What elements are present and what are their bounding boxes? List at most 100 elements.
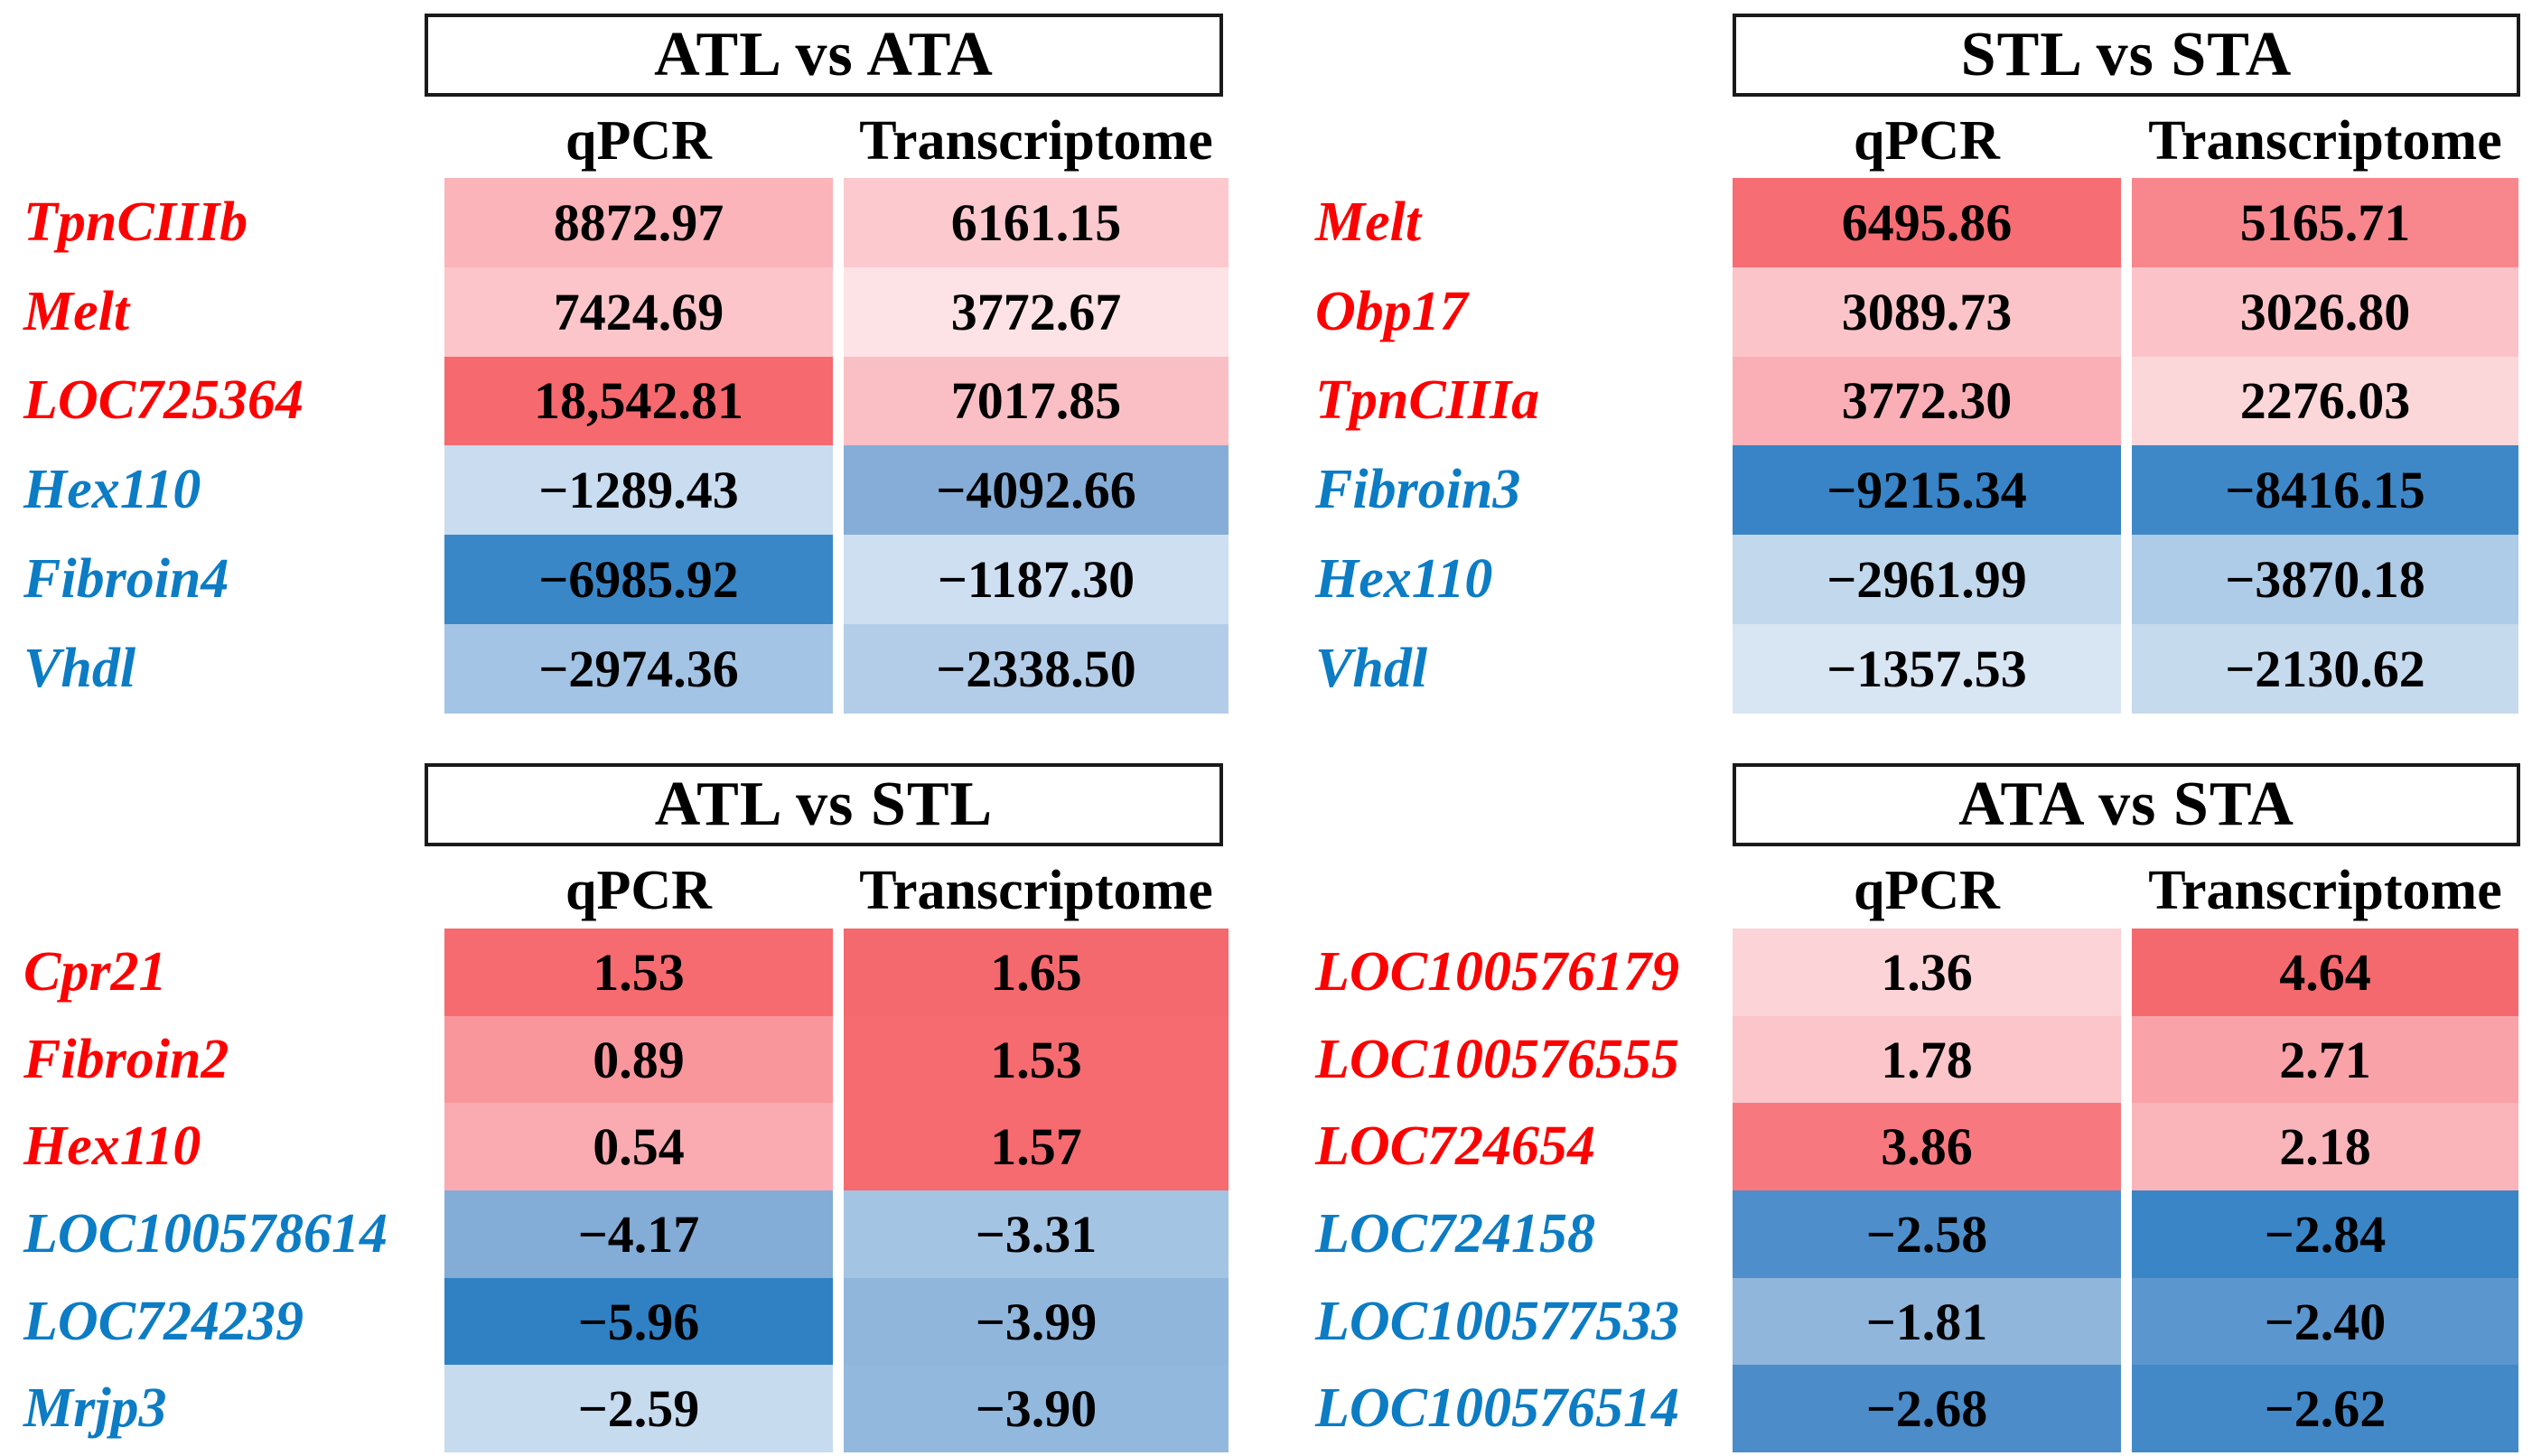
transcriptome-cell: −3.31 (844, 1190, 1229, 1278)
cell-gap (2121, 356, 2132, 446)
cell-gap (833, 1365, 844, 1453)
cell-gap (2121, 1103, 2132, 1191)
gene-label-column: LOC100576179 LOC100576555 LOC724654 LOC7… (1315, 929, 1722, 1452)
gene-label: Fibroin2 (23, 1028, 229, 1090)
transcriptome-cell: −3870.18 (2132, 535, 2518, 624)
column-headers: qPCR Transcriptome (444, 104, 1229, 178)
gene-label: LOC100578614 (23, 1202, 388, 1265)
gene-label: LOC100576514 (1315, 1377, 1679, 1440)
qpcr-cell: −1357.53 (1733, 623, 2121, 714)
panel-stl-vs-sta: STL vs STA qPCR Transcriptome Melt Obp17… (1308, 14, 2522, 720)
table-title-box: ATA vs STA (1733, 763, 2520, 846)
gene-label: Vhdl (23, 637, 136, 699)
qpcr-cell: −2961.99 (1733, 535, 2121, 624)
cell-gap (833, 1277, 844, 1366)
transcriptome-cell: 2.18 (2132, 1103, 2518, 1191)
transcriptome-cell: −8416.15 (2132, 445, 2518, 536)
table-title-box: ATL vs ATA (425, 14, 1223, 97)
cell-gap (2121, 623, 2132, 714)
col-header-qpcr: qPCR (1854, 109, 2000, 172)
col-header-transcriptome: Transcriptome (2148, 109, 2502, 172)
transcriptome-cell: 1.57 (844, 1103, 1229, 1191)
col-header-qpcr: qPCR (565, 859, 712, 921)
transcriptome-cell: −3.90 (844, 1365, 1229, 1453)
table-title-box: ATL vs STL (425, 763, 1223, 846)
column-headers: qPCR Transcriptome (1733, 104, 2518, 178)
col-header-transcriptome: Transcriptome (859, 859, 1213, 921)
col-header-qpcr: qPCR (565, 109, 712, 172)
cell-gap (833, 356, 844, 446)
cell-gap (833, 1015, 844, 1104)
transcriptome-cell: −2338.50 (844, 623, 1229, 714)
qpcr-cell: 3.86 (1733, 1103, 2121, 1191)
gene-label: Melt (1315, 191, 1422, 253)
gene-label: Vhdl (1315, 637, 1428, 699)
gene-label: Fibroin3 (1315, 459, 1521, 521)
table-title: ATL vs ATA (654, 20, 994, 89)
transcriptome-cell: 6161.15 (844, 178, 1229, 267)
heatmap-grid: 8872.97 6161.15 7424.69 3772.67 18,542.8… (444, 178, 1229, 714)
qpcr-cell: −4.17 (444, 1190, 833, 1278)
transcriptome-cell: 2.71 (2132, 1015, 2518, 1104)
cell-gap (833, 1190, 844, 1278)
transcriptome-cell: −3.99 (844, 1277, 1229, 1366)
transcriptome-cell: −2.84 (2132, 1190, 2518, 1278)
qpcr-cell: −5.96 (444, 1277, 833, 1366)
panel-atl-vs-stl: ATL vs STL qPCR Transcriptome Cpr21 Fibr… (18, 763, 1229, 1455)
qpcr-cell: −2.59 (444, 1365, 833, 1453)
cell-gap (833, 1103, 844, 1191)
transcriptome-cell: 5165.71 (2132, 178, 2518, 267)
qpcr-cell: 8872.97 (444, 178, 833, 267)
transcriptome-cell: −2130.62 (2132, 623, 2518, 714)
qpcr-cell: −2.58 (1733, 1190, 2121, 1278)
transcriptome-cell: 4.64 (2132, 929, 2518, 1016)
gene-label: TpnCIIIb (23, 191, 248, 253)
transcriptome-cell: −1187.30 (844, 535, 1229, 624)
gene-label: Mrjp3 (23, 1377, 167, 1440)
qpcr-cell: 1.53 (444, 929, 833, 1016)
cell-gap (2121, 929, 2132, 1016)
transcriptome-cell: 3772.67 (844, 266, 1229, 357)
qpcr-cell: 1.78 (1733, 1015, 2121, 1104)
cell-gap (2121, 535, 2132, 624)
qpcr-cell: 6495.86 (1733, 178, 2121, 267)
qpcr-cell: −9215.34 (1733, 445, 2121, 536)
table-title: STL vs STA (1960, 20, 2293, 89)
cell-gap (2121, 178, 2132, 267)
col-header-transcriptome: Transcriptome (2148, 859, 2502, 921)
qpcr-cell: 0.54 (444, 1103, 833, 1191)
gene-label-column: Melt Obp17 TpnCIIIa Fibroin3 Hex110 Vhdl (1315, 178, 1722, 714)
gene-label: LOC724239 (23, 1290, 304, 1352)
cell-gap (833, 445, 844, 536)
transcriptome-cell: 1.65 (844, 929, 1229, 1016)
gene-label: LOC725364 (23, 369, 304, 432)
gene-label: Melt (23, 280, 130, 342)
qpcr-cell: 3772.30 (1733, 356, 2121, 446)
heatmap-grid: 1.53 1.65 0.89 1.53 0.54 1.57 −4.17 −3.3… (444, 929, 1229, 1453)
cell-gap (833, 623, 844, 714)
gene-label: LOC100577533 (1315, 1290, 1679, 1352)
column-headers: qPCR Transcriptome (1733, 854, 2518, 928)
heatmap-grid: 6495.86 5165.71 3089.73 3026.80 3772.30 … (1733, 178, 2518, 714)
table-title-box: STL vs STA (1733, 14, 2520, 97)
gene-label: TpnCIIIa (1315, 369, 1540, 432)
qpcr-cell: −1289.43 (444, 445, 833, 536)
gene-label: Cpr21 (23, 940, 167, 1003)
transcriptome-cell: −4092.66 (844, 445, 1229, 536)
gene-label: Hex110 (1315, 548, 1493, 611)
heatmap-grid: 1.36 4.64 1.78 2.71 3.86 2.18 −2.58 −2.8… (1733, 929, 2518, 1453)
cell-gap (833, 178, 844, 267)
transcriptome-cell: 1.53 (844, 1015, 1229, 1104)
qpcr-cell: 1.36 (1733, 929, 2121, 1016)
table-title: ATA vs STA (1958, 770, 2294, 839)
transcriptome-cell: 7017.85 (844, 356, 1229, 446)
gene-label: Hex110 (23, 1115, 201, 1178)
cell-gap (2121, 1015, 2132, 1104)
gene-label: LOC100576555 (1315, 1028, 1679, 1090)
column-headers: qPCR Transcriptome (444, 854, 1229, 928)
qpcr-cell: 0.89 (444, 1015, 833, 1104)
cell-gap (2121, 266, 2132, 357)
cell-gap (833, 535, 844, 624)
transcriptome-cell: −2.40 (2132, 1277, 2518, 1366)
col-header-qpcr: qPCR (1854, 859, 2000, 921)
